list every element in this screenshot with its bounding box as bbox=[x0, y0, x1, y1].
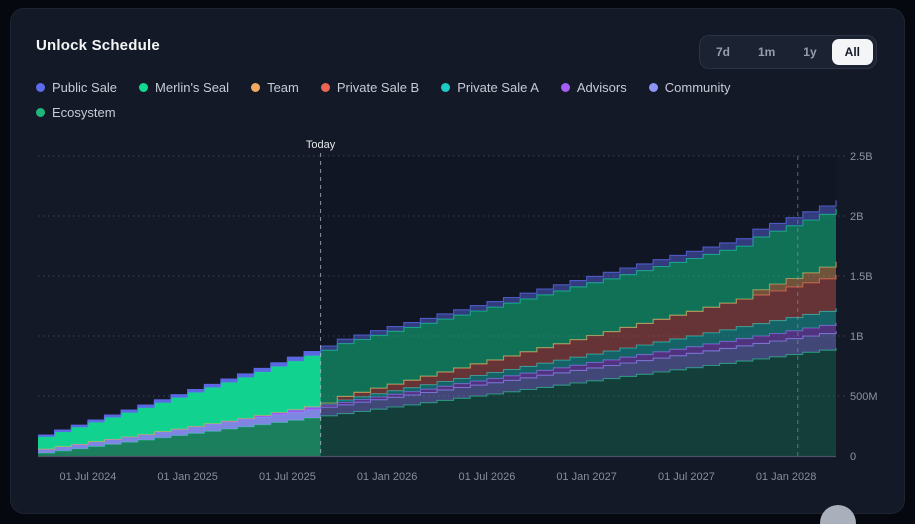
legend-label: Team bbox=[267, 80, 299, 95]
x-axis-tick-label: 01 Jan 2028 bbox=[756, 471, 817, 483]
legend-item-ecosystem[interactable]: Ecosystem bbox=[36, 105, 116, 120]
area-edge-public-sale bbox=[38, 200, 837, 436]
legend-item-private-sale-a[interactable]: Private Sale A bbox=[441, 80, 539, 95]
y-axis-tick-label: 0 bbox=[850, 451, 856, 463]
legend-label: Ecosystem bbox=[52, 105, 116, 120]
x-axis-tick-label: 01 Jan 2026 bbox=[357, 471, 418, 483]
legend-item-private-sale-b[interactable]: Private Sale B bbox=[320, 80, 420, 95]
legend-dot-icon bbox=[139, 83, 149, 92]
legend-label: Merlin's Seal bbox=[155, 80, 230, 95]
y-axis-tick-label: 2B bbox=[850, 211, 863, 223]
x-axis-tick-label: 01 Jul 2026 bbox=[458, 471, 515, 483]
legend-label: Private Sale A bbox=[457, 80, 539, 95]
legend-label: Public Sale bbox=[52, 80, 118, 95]
future-region-overlay bbox=[320, 156, 837, 456]
legend-dot-icon bbox=[560, 83, 570, 92]
range-selector: 7d 1m 1y All bbox=[698, 35, 877, 69]
legend-dot-icon bbox=[36, 83, 45, 92]
legend-item-community[interactable]: Community bbox=[648, 80, 731, 95]
legend-label: Community bbox=[664, 80, 731, 95]
unlock-schedule-card: 0 500M 1B 1.5B 2B 2.5B Today 01 Jul 2024 01 Jan … bbox=[10, 8, 905, 514]
range-button-1m[interactable]: 1m bbox=[745, 39, 788, 65]
legend-dot-icon bbox=[251, 83, 261, 92]
card-title: Unlock Schedule bbox=[36, 37, 160, 54]
y-axis-tick-label: 2.5B bbox=[850, 151, 873, 163]
range-button-1y[interactable]: 1y bbox=[790, 39, 829, 65]
legend-item-public-sale[interactable]: Public Sale bbox=[36, 80, 117, 95]
legend-dot-icon bbox=[36, 108, 45, 117]
y-axis-tick-label: 500M bbox=[850, 391, 878, 403]
unlock-schedule-chart: 0 500M 1B 1.5B 2B 2.5B Today 01 Jul 2024 01 Jan … bbox=[38, 139, 878, 483]
today-label: Today bbox=[306, 139, 336, 151]
legend-item-advisors[interactable]: Advisors bbox=[560, 80, 627, 95]
x-axis-tick-label: 01 Jul 2025 bbox=[259, 471, 316, 483]
legend: Public Sale Merlin's Seal Team Private Sale… bbox=[36, 80, 806, 120]
y-axis-tick-label: 1.5B bbox=[850, 271, 873, 283]
x-axis-tick-label: 01 Jul 2024 bbox=[59, 471, 116, 483]
x-axis-tick-label: 01 Jan 2027 bbox=[556, 471, 617, 483]
legend-dot-icon bbox=[648, 83, 658, 92]
range-button-all[interactable]: All bbox=[831, 39, 873, 65]
legend-dot-icon bbox=[441, 83, 451, 92]
range-button-7d[interactable]: 7d bbox=[703, 39, 743, 65]
legend-item-team[interactable]: Team bbox=[251, 80, 299, 95]
area-community-past bbox=[38, 407, 321, 453]
legend-label: Advisors bbox=[576, 80, 627, 95]
legend-label: Private Sale B bbox=[336, 80, 420, 95]
y-axis-tick-label: 1B bbox=[850, 331, 863, 343]
legend-dot-icon bbox=[320, 83, 330, 92]
floating-action-button[interactable] bbox=[820, 505, 856, 524]
legend-item-merlin-s-seal[interactable]: Merlin's Seal bbox=[139, 80, 229, 95]
x-axis-tick-label: 01 Jul 2027 bbox=[658, 471, 715, 483]
area-merlin-s-seal-past bbox=[38, 350, 321, 449]
x-axis-tick-label: 01 Jan 2025 bbox=[157, 471, 218, 483]
